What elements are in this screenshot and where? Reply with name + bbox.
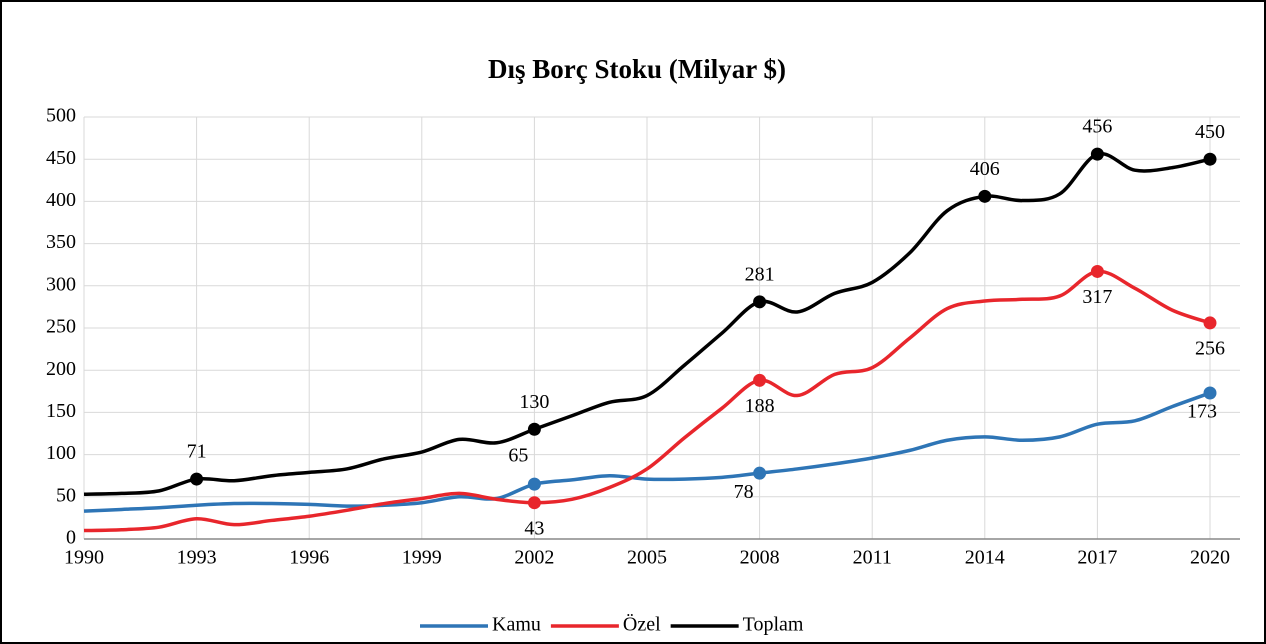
x-tick-label: 2011 — [853, 547, 892, 569]
data-point — [527, 477, 541, 491]
data-point — [753, 295, 767, 309]
data-label: 43 — [524, 517, 544, 539]
data-point — [1090, 147, 1104, 161]
y-tick-label: 250 — [46, 316, 76, 338]
x-tick-label: 1990 — [64, 547, 104, 569]
legend-label: Toplam — [743, 614, 804, 636]
y-tick-label: 350 — [46, 231, 76, 253]
x-tick-label: 2020 — [1190, 547, 1230, 569]
data-point — [1203, 152, 1217, 166]
x-tick-label: 2008 — [740, 547, 780, 569]
y-tick-label: 400 — [46, 189, 76, 211]
data-label: 406 — [970, 158, 1000, 180]
data-label: 256 — [1195, 338, 1225, 360]
chart-title: Dış Borç Stoku (Milyar $) — [488, 54, 786, 84]
data-point — [527, 496, 541, 510]
data-label: 173 — [1187, 401, 1217, 423]
x-tick-label: 1993 — [177, 547, 217, 569]
data-label: 78 — [734, 481, 754, 503]
x-tick-label: 2014 — [965, 547, 1005, 569]
data-label: 281 — [745, 263, 775, 285]
y-tick-label: 500 — [46, 105, 76, 127]
data-label: 71 — [187, 441, 207, 463]
x-tick-label: 2005 — [627, 547, 667, 569]
x-tick-label: 1999 — [402, 547, 442, 569]
series-line — [83, 269, 1211, 533]
data-label: 456 — [1082, 116, 1112, 138]
data-point — [753, 373, 767, 387]
y-tick-label: 0 — [66, 527, 76, 549]
data-point — [190, 472, 204, 486]
data-point — [527, 422, 541, 436]
data-point — [1203, 316, 1217, 330]
series-line — [83, 391, 1211, 513]
data-point — [978, 189, 992, 203]
legend-label: Kamu — [492, 614, 541, 636]
y-tick-label: 200 — [46, 358, 76, 380]
data-point — [1090, 264, 1104, 278]
data-label: 317 — [1082, 286, 1112, 308]
y-tick-label: 150 — [46, 400, 76, 422]
y-tick-label: 50 — [56, 484, 76, 506]
data-label: 65 — [508, 445, 528, 467]
x-tick-label: 1996 — [289, 547, 329, 569]
data-point — [753, 466, 767, 480]
series-line — [83, 151, 1211, 497]
x-tick-label: 2017 — [1077, 547, 1117, 569]
data-label: 450 — [1195, 121, 1225, 143]
x-tick-label: 2002 — [514, 547, 554, 569]
data-label: 130 — [519, 391, 549, 413]
y-tick-label: 300 — [46, 273, 76, 295]
y-tick-label: 100 — [46, 442, 76, 464]
legend-label: Özel — [623, 613, 661, 636]
y-tick-label: 450 — [46, 147, 76, 169]
data-point — [1203, 386, 1217, 400]
data-label: 188 — [745, 395, 775, 417]
